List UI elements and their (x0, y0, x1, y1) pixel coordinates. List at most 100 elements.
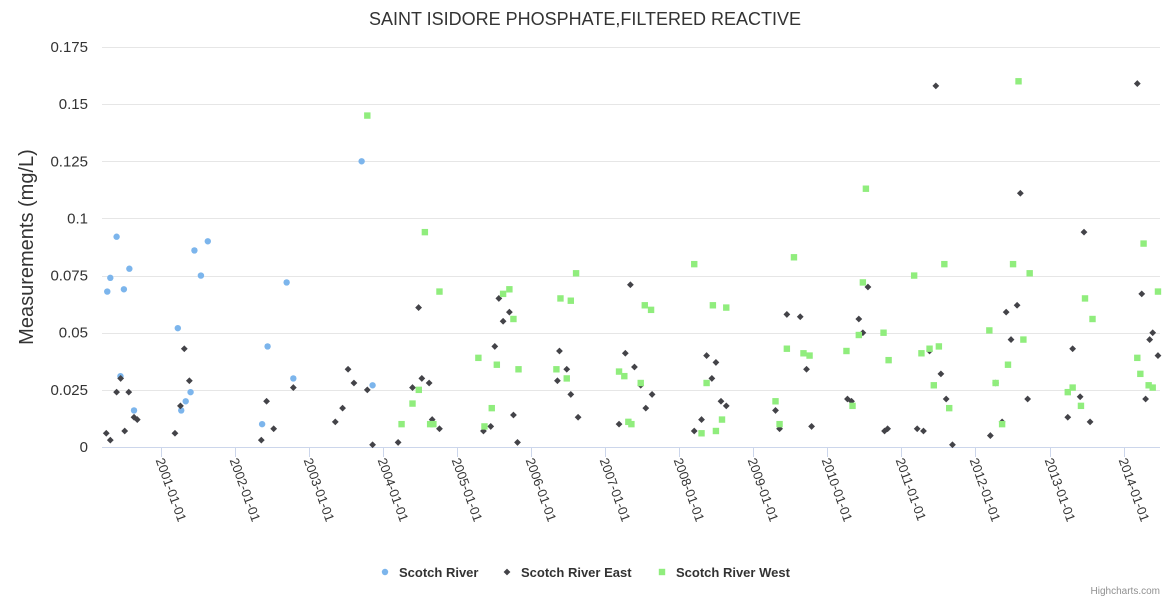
data-point (1140, 240, 1147, 247)
data-point (1069, 384, 1076, 391)
data-point (331, 418, 339, 426)
data-point (935, 343, 943, 350)
data-point (926, 345, 933, 352)
data-point (1013, 301, 1021, 309)
data-point (796, 313, 804, 321)
data-point (884, 425, 891, 433)
data-point (514, 439, 521, 446)
data-point (506, 286, 513, 293)
credits-link[interactable]: Highcharts.com (1091, 586, 1160, 597)
data-point (808, 423, 815, 430)
legend-symbol (658, 568, 666, 576)
data-point (1146, 336, 1154, 343)
data-point (942, 395, 950, 403)
data-point (1024, 395, 1032, 403)
data-point (430, 420, 437, 428)
y-tick-label: 0.075 (50, 268, 88, 285)
data-point (783, 345, 791, 352)
data-point (182, 398, 189, 405)
data-point (1020, 336, 1027, 343)
data-point (510, 315, 517, 323)
data-point (885, 356, 892, 364)
data-point (1142, 395, 1150, 403)
y-tick-label: 0.05 (59, 325, 88, 342)
data-point (350, 379, 358, 387)
data-point (505, 308, 513, 316)
data-point (790, 254, 798, 261)
data-point (204, 238, 211, 245)
data-point (499, 290, 507, 298)
legend-item-scotch-river-east[interactable]: Scotch River East (503, 565, 633, 580)
data-point (642, 404, 650, 412)
data-point (425, 379, 433, 387)
data-point (563, 375, 570, 382)
data-point (121, 427, 129, 435)
data-point (712, 359, 720, 366)
legend-item-scotch-river-west[interactable]: Scotch River West (658, 565, 791, 580)
data-point (104, 288, 111, 295)
data-point (806, 352, 813, 359)
data-point (481, 423, 488, 430)
data-point (1015, 78, 1022, 85)
data-point (803, 365, 810, 373)
series-scotch-river-west (364, 78, 1162, 437)
data-point (698, 430, 705, 437)
data-point (493, 361, 501, 368)
data-point (409, 400, 416, 407)
y-tick-label: 0.175 (50, 39, 88, 56)
y-tick-label: 0.15 (59, 96, 88, 113)
data-point (270, 425, 278, 433)
chart-title: SAINT ISIDORE PHOSPHATE,FILTERED REACTIV… (369, 9, 801, 29)
data-point (637, 379, 644, 387)
data-point (1077, 402, 1085, 410)
data-point (510, 411, 517, 419)
data-point (436, 288, 443, 295)
data-point (185, 377, 193, 385)
data-point (257, 436, 265, 444)
data-point (436, 425, 443, 433)
data-point (703, 352, 711, 359)
data-point (709, 302, 717, 309)
data-point (937, 370, 945, 378)
data-point (998, 420, 1006, 428)
series-scotch-river (104, 158, 376, 428)
data-point (1002, 308, 1010, 316)
data-point (572, 270, 580, 277)
data-point (344, 365, 352, 373)
data-point (800, 350, 807, 357)
data-point (717, 397, 725, 405)
data-point (1154, 288, 1162, 295)
data-point (117, 375, 125, 382)
data-point (556, 347, 563, 355)
data-point (574, 413, 582, 421)
legend-item-scotch-river[interactable]: Scotch River (381, 565, 479, 580)
data-point (1089, 315, 1096, 323)
data-point (363, 386, 371, 394)
series-scotch-river-east (102, 80, 1162, 449)
data-point (554, 377, 561, 385)
data-point (628, 420, 635, 428)
data-point (880, 329, 887, 336)
data-point (1149, 384, 1156, 391)
data-point (1016, 189, 1024, 197)
data-point (1149, 329, 1157, 337)
data-point (703, 379, 710, 387)
data-point (698, 416, 705, 423)
data-point (910, 272, 918, 279)
data-points (102, 78, 1162, 449)
data-point (864, 283, 872, 291)
data-point (394, 439, 402, 446)
data-point (1086, 418, 1094, 426)
legend: Scotch River Scotch River East Scotch Rive… (381, 565, 791, 580)
data-point (1137, 370, 1144, 378)
data-point (1069, 345, 1077, 353)
data-point (992, 379, 999, 387)
legend-label: Scotch River East (521, 565, 632, 580)
data-point (1145, 382, 1152, 389)
data-point (567, 297, 575, 304)
data-point (848, 397, 855, 405)
data-point (986, 432, 994, 439)
data-point (174, 324, 182, 332)
